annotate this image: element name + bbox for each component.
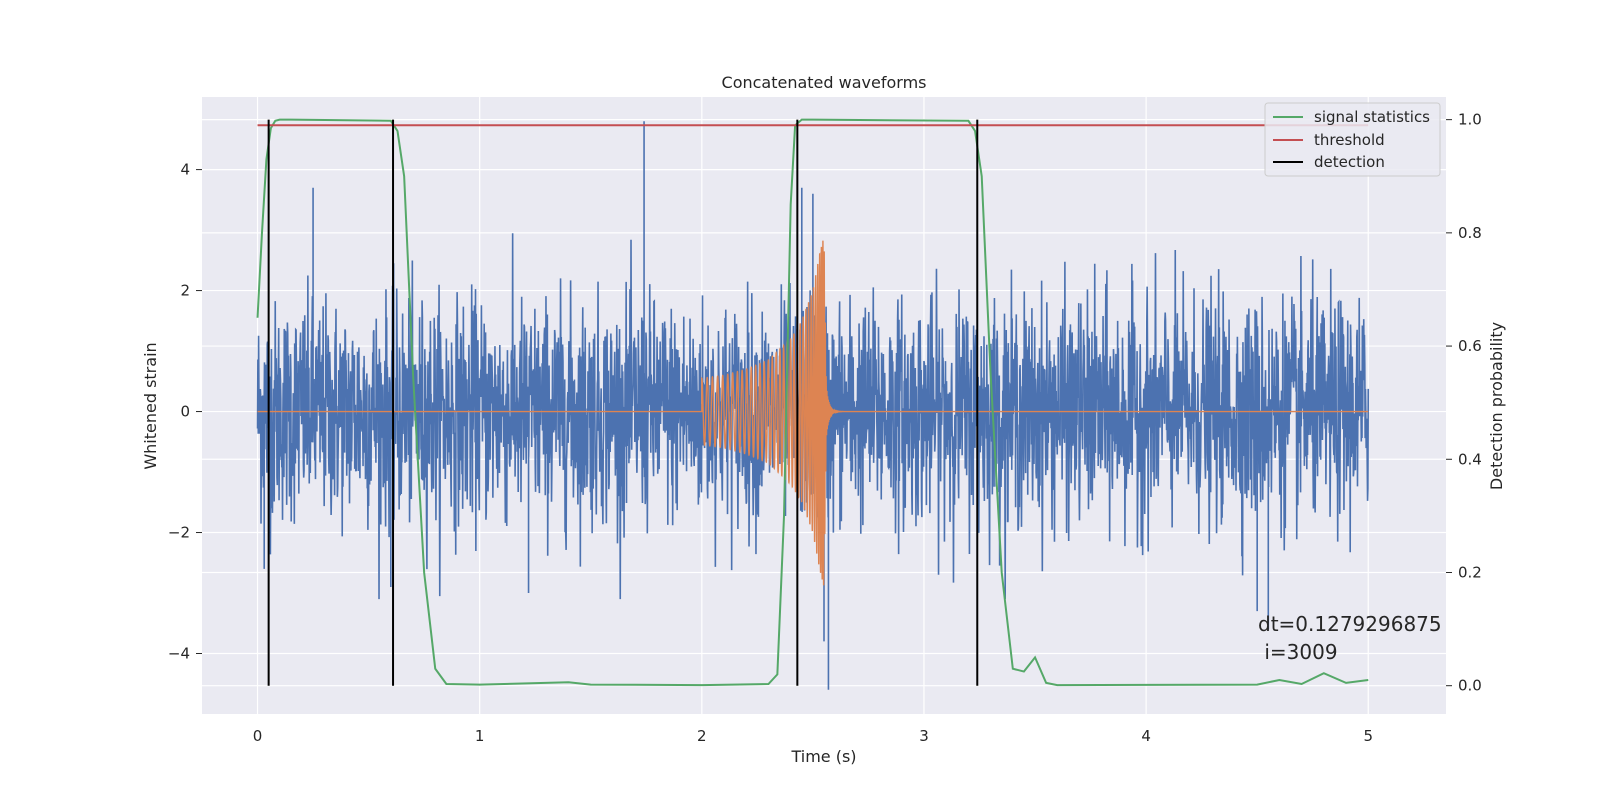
y-right-tick-label: 0.4 — [1458, 450, 1482, 468]
y-left-tick-label: 0 — [180, 403, 190, 421]
legend-label-detection: detection — [1314, 153, 1385, 171]
y-right-tick-label: 1.0 — [1458, 111, 1482, 129]
legend: signal statistics threshold detection — [1264, 102, 1441, 177]
y-right-tick-label: 0.8 — [1458, 224, 1482, 242]
y-left-axis-label: Whitened strain — [141, 342, 160, 469]
y-right-axis-label: Detection probability — [1487, 322, 1506, 490]
y-left-axis-ticks: −4 −2 0 2 4 — [168, 161, 202, 663]
y-right-tick-label: 0.0 — [1458, 677, 1482, 695]
series-injected-chirp — [257, 240, 1369, 586]
y-left-tick-label: 2 — [180, 282, 190, 300]
x-tick-label: 4 — [1141, 727, 1151, 745]
y-left-tick-label: −4 — [168, 645, 190, 663]
x-tick-label: 1 — [475, 727, 485, 745]
x-tick-label: 5 — [1363, 727, 1373, 745]
series-signal-statistics — [256, 118, 1369, 687]
legend-label-threshold: threshold — [1314, 131, 1385, 149]
y-left-tick-label: −2 — [168, 524, 190, 542]
legend-box — [1264, 102, 1441, 177]
x-tick-label: 2 — [697, 727, 707, 745]
x-tick-label: 0 — [253, 727, 263, 745]
annotation-dt: dt=0.1279296875 — [1258, 612, 1442, 636]
x-axis-ticks: 0 1 2 3 4 5 — [253, 727, 1373, 745]
y-right-tick-label: 0.2 — [1458, 563, 1482, 581]
chart-title: Concatenated waveforms — [722, 73, 927, 92]
y-left-tick-label: 4 — [180, 161, 190, 179]
data-layer — [256, 118, 1370, 690]
y-right-tick-label: 0.6 — [1458, 337, 1482, 355]
detection-lines — [267, 119, 979, 686]
annotation-index: i=3009 — [1258, 640, 1338, 664]
y-right-axis-ticks: 0.0 0.2 0.4 0.6 0.8 1.0 — [1446, 111, 1482, 695]
x-axis-label: Time (s) — [790, 747, 856, 766]
x-tick-label: 3 — [919, 727, 929, 745]
legend-label-signal-statistics: signal statistics — [1314, 108, 1430, 126]
